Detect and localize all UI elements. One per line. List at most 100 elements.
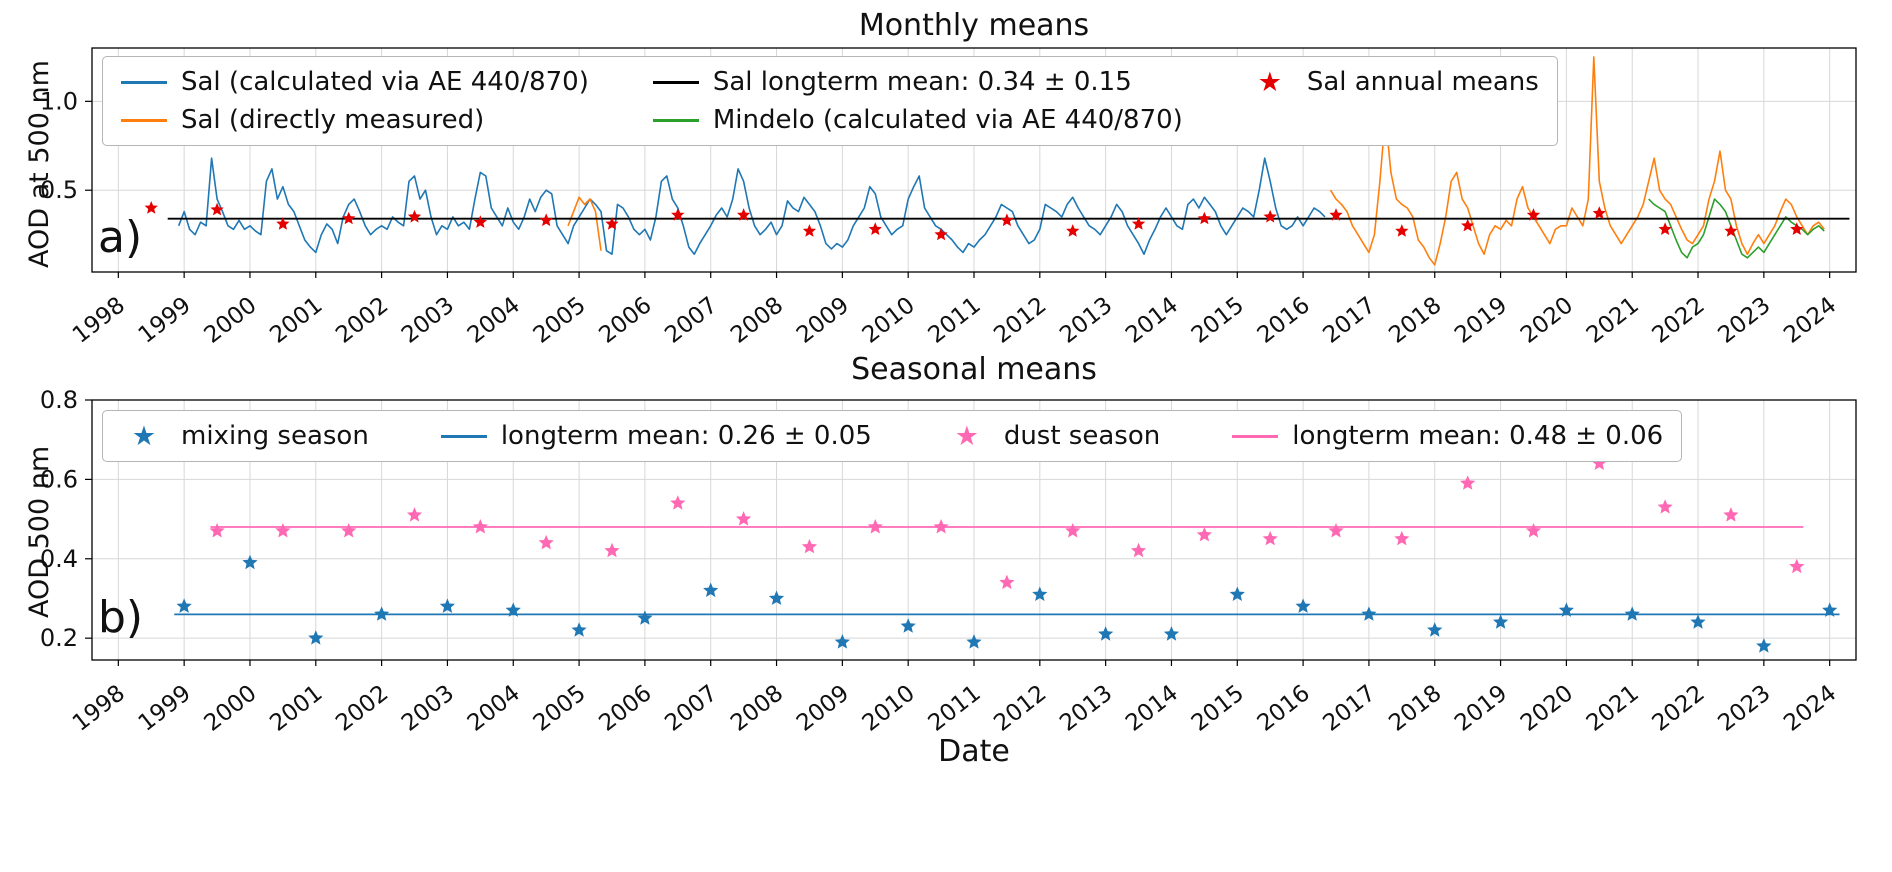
star-marker (374, 606, 390, 621)
panel-a-legend: Sal (calculated via AE 440/870) Sal (dire… (102, 56, 1558, 146)
star-marker (1229, 586, 1245, 601)
legend-line-swatch (440, 434, 487, 438)
legend-label: longterm mean: 0.48 ± 0.06 (1292, 421, 1664, 451)
x-tick-label: 2014 (1121, 680, 1183, 737)
star-marker (308, 630, 324, 645)
legend-item: ★ Sal annual means (1247, 67, 1539, 97)
star-marker (1163, 626, 1180, 641)
x-tick-label: 2024 (1779, 292, 1841, 349)
star-marker (604, 542, 620, 558)
star-marker (605, 217, 619, 230)
star-marker (1197, 211, 1211, 225)
legend-item: Sal (directly measured) (121, 105, 589, 135)
star-marker (1493, 614, 1509, 629)
legend-label: Sal (calculated via AE 440/870) (181, 67, 589, 97)
y-tick-label: 1.0 (40, 87, 78, 115)
series-star-markers (176, 554, 1838, 653)
star-marker (737, 208, 751, 221)
star-marker (210, 202, 224, 216)
legend-star-icon: ★ (1257, 66, 1282, 98)
star-marker (1329, 208, 1343, 221)
star-marker (1328, 523, 1344, 538)
star-marker (505, 602, 521, 617)
x-tick-label: 2011 (924, 292, 986, 349)
panel-b-title: Seasonal means (851, 352, 1097, 387)
star-marker (473, 215, 487, 228)
star-marker (1461, 218, 1475, 232)
star-marker (406, 507, 423, 522)
x-tick-label: 2023 (1713, 292, 1775, 349)
x-tick-label: 2015 (1187, 680, 1249, 737)
x-tick-label: 2004 (463, 680, 525, 737)
legend-item: longterm mean: 0.48 ± 0.06 (1232, 421, 1663, 451)
legend-label: Sal longterm mean: 0.34 ± 0.15 (712, 67, 1132, 97)
star-marker (1065, 523, 1081, 538)
y-tick-label: 0.4 (40, 545, 78, 573)
legend-label: Mindelo (calculated via AE 440/870) (712, 105, 1183, 135)
x-tick-label: 2003 (397, 292, 459, 349)
star-marker (275, 523, 291, 538)
star-marker (1558, 602, 1574, 617)
star-marker (1262, 530, 1278, 546)
x-tick-label: 2019 (1450, 680, 1512, 737)
star-marker (341, 523, 357, 538)
star-marker (1427, 622, 1443, 637)
star-marker (671, 208, 685, 221)
star-marker (867, 519, 883, 534)
star-marker (801, 538, 818, 554)
panel-a-ylabel: AOD at 500 nm (24, 60, 55, 268)
star-marker (538, 534, 554, 550)
star-marker (276, 217, 290, 230)
x-tick-label: 2023 (1713, 680, 1775, 737)
x-tick-label: 2007 (660, 292, 722, 349)
star-marker (703, 582, 719, 597)
star-marker (1130, 542, 1147, 558)
series-line (1648, 198, 1825, 259)
star-marker (1756, 638, 1772, 653)
star-marker (1790, 222, 1804, 235)
star-marker (1624, 606, 1640, 621)
x-tick-label: 2012 (989, 680, 1051, 737)
x-tick-label: 2009 (792, 292, 854, 349)
star-marker (999, 574, 1015, 590)
x-tick-label: 2013 (1055, 292, 1117, 349)
legend-label: mixing season (181, 421, 369, 451)
x-tick-label: 2020 (1516, 680, 1578, 737)
y-tick-label: 0.2 (40, 624, 78, 652)
x-tick-label: 2022 (1648, 680, 1710, 737)
legend-item: ★ mixing season (121, 421, 369, 451)
star-marker (1724, 224, 1738, 237)
star-marker (1196, 527, 1212, 542)
x-tick-label: 2021 (1582, 292, 1644, 349)
x-tick-label: 2010 (858, 292, 920, 349)
x-tick-label: 2021 (1582, 680, 1644, 737)
star-marker (1098, 626, 1114, 641)
x-tick-label: 2012 (989, 292, 1051, 349)
x-tick-label: 2013 (1055, 680, 1117, 737)
star-marker (472, 519, 488, 534)
star-marker (637, 610, 653, 625)
x-tick-label: 2003 (397, 680, 459, 737)
star-marker (1789, 558, 1805, 574)
star-marker (571, 622, 587, 637)
x-tick-label: 2005 (529, 680, 591, 737)
x-tick-label: 2002 (331, 680, 393, 737)
x-tick-label: 2014 (1121, 292, 1183, 349)
x-tick-label: 2010 (858, 680, 920, 737)
legend-line-swatch (652, 118, 699, 122)
star-marker (736, 511, 752, 526)
legend-item: longterm mean: 0.26 ± 0.05 (440, 421, 872, 451)
legend-label: Sal (directly measured) (181, 105, 485, 135)
panel-a-letter: a) (98, 212, 143, 263)
x-tick-label: 2020 (1516, 292, 1578, 349)
star-marker (1066, 224, 1080, 237)
x-tick-label: 2004 (463, 292, 525, 349)
legend-line-swatch (1232, 434, 1279, 438)
legend-star-icon: ★ (131, 420, 157, 452)
star-marker (834, 634, 850, 649)
star-marker (144, 201, 158, 214)
star-marker (1657, 499, 1673, 514)
x-tick-label: 2000 (200, 292, 262, 349)
legend-item: Mindelo (calculated via AE 440/870) (652, 105, 1183, 135)
